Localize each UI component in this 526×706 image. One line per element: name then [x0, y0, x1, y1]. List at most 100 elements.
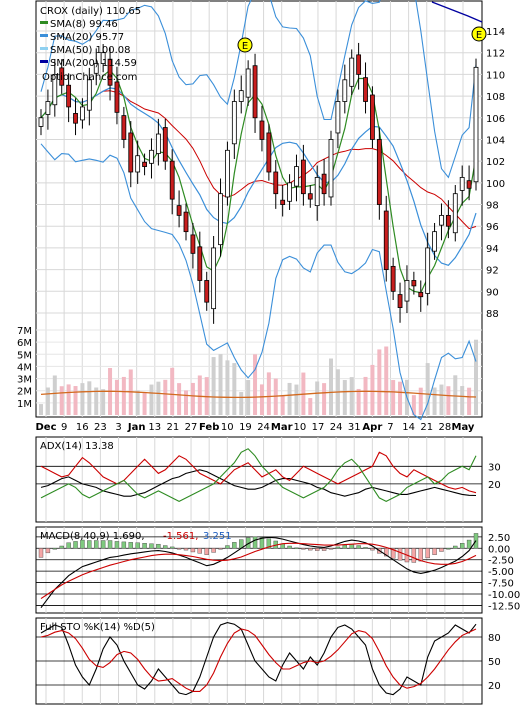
- volume-bar: [363, 376, 368, 415]
- earnings-marker-circle: [471, 26, 487, 42]
- volume-bar: [170, 367, 175, 415]
- indicator-tick-label: 0.00: [488, 544, 510, 555]
- volume-bar: [190, 382, 195, 415]
- candle-down: [190, 234, 196, 254]
- macd-histogram-bar: [301, 548, 306, 550]
- candle-down: [390, 265, 396, 292]
- candle-down: [356, 54, 362, 75]
- bollinger-lower: [40, 143, 477, 421]
- indicator-tick-label: -10.00: [488, 590, 520, 601]
- candle-up: [38, 117, 44, 127]
- candle-down: [370, 94, 375, 140]
- macd-histogram-bar: [52, 548, 58, 550]
- volume-bar: [329, 358, 333, 415]
- indicator-tick-label: -5.00: [488, 567, 514, 578]
- indicator-tick-label: 20: [488, 480, 501, 491]
- volume-bar: [94, 387, 99, 415]
- candle-down: [383, 210, 389, 271]
- candle-down: [321, 173, 327, 195]
- candle-down: [445, 214, 451, 227]
- indicator-line: [40, 469, 477, 497]
- axis-ticks: 114 112 110 108 106 104 102 100 98 96 94 92 90 88 Dec 9…: [17, 27, 520, 692]
- candle-up: [231, 101, 237, 145]
- candle-down: [176, 205, 182, 216]
- macd-histogram-bar: [45, 548, 51, 554]
- price-tick-label: 92: [486, 266, 499, 277]
- candle-up: [314, 177, 320, 207]
- volume-bar: [80, 383, 85, 415]
- macd-histogram-bar: [287, 545, 292, 549]
- candlesticks: [38, 42, 479, 324]
- macd-histogram-bar: [94, 540, 99, 549]
- macd-histogram-bar: [121, 541, 127, 549]
- indicator-tick-label: -2.50: [488, 556, 514, 567]
- candle-up: [335, 101, 341, 134]
- candle-down: [411, 280, 417, 287]
- volume-bar: [184, 390, 188, 415]
- macd-histogram-bar: [211, 548, 216, 553]
- volume-bar: [163, 379, 168, 415]
- price-tick-label: 90: [486, 287, 499, 298]
- date-tick-label: Jan: [127, 422, 146, 433]
- volume-bar: [460, 386, 465, 415]
- candle-up: [238, 90, 244, 102]
- indicator-tick-label: 30: [488, 462, 501, 473]
- macd-histogram-bar: [459, 543, 465, 549]
- volume-tick-label: 2M: [17, 387, 32, 398]
- candle-up: [459, 177, 465, 191]
- candle-up: [218, 193, 223, 246]
- candle-up: [52, 73, 58, 106]
- adx-panel-frame: [35, 436, 483, 523]
- candle-down: [266, 132, 272, 173]
- date-tick-label: 21: [167, 422, 180, 433]
- macd-histogram-bar: [156, 543, 161, 549]
- candle-up: [294, 166, 299, 187]
- indicator-tick-label: -12.50: [488, 601, 520, 612]
- legend-sma8: SMA(8) 99.46: [50, 19, 118, 30]
- macd-histogram-bar: [142, 543, 147, 549]
- candle-down: [121, 115, 127, 140]
- indicator-tick-label: 80: [488, 633, 501, 644]
- macd-histogram-bar: [232, 542, 237, 549]
- macd-histogram-bar: [370, 548, 375, 551]
- candle-down: [376, 139, 382, 205]
- candle-up: [86, 79, 92, 111]
- bollinger-upper: [40, 0, 477, 179]
- date-tick-label: 21: [420, 422, 433, 433]
- indicator-line: [40, 628, 477, 692]
- volume-bar: [73, 386, 78, 415]
- candle-down: [59, 67, 65, 86]
- macd-histogram-bar: [418, 548, 423, 562]
- indicator-line: [40, 536, 477, 609]
- volume-bar: [45, 387, 50, 415]
- date-tick-label: 14: [402, 422, 415, 433]
- price-tick-label: 112: [486, 49, 505, 60]
- candle-up: [149, 149, 154, 164]
- candle-down: [280, 199, 286, 205]
- volume-bar: [114, 379, 119, 415]
- volume-bar: [39, 404, 43, 415]
- volume-bar: [384, 346, 389, 415]
- candle-down: [466, 180, 472, 189]
- price-tick-label: 108: [486, 92, 505, 103]
- sma8-line: [40, 69, 477, 294]
- volume-bar: [142, 392, 147, 415]
- indicator-tick-label: 2.50: [488, 533, 510, 544]
- indicator-line: [40, 448, 477, 503]
- macd-legend: MACD(8,40,9) 1.690, -1.561, 3.251: [40, 531, 232, 542]
- macd-histogram-bar: [294, 547, 299, 550]
- indicator-line: [40, 622, 477, 696]
- price-tick-label: 114: [486, 27, 505, 38]
- volume-bar: [294, 384, 299, 415]
- candle-up: [135, 155, 141, 173]
- candle-up: [45, 101, 51, 115]
- candle-down: [114, 81, 120, 113]
- macd-histogram-bar: [439, 548, 444, 552]
- macd-histogram-bar: [114, 541, 120, 549]
- sma20-line: [40, 87, 477, 266]
- volume-tick-label: 4M: [17, 362, 32, 373]
- macd-histogram-bar: [87, 540, 92, 549]
- volume-average-line: [40, 390, 477, 399]
- earnings-marker-label: E: [242, 41, 248, 52]
- volume-bar: [101, 389, 106, 415]
